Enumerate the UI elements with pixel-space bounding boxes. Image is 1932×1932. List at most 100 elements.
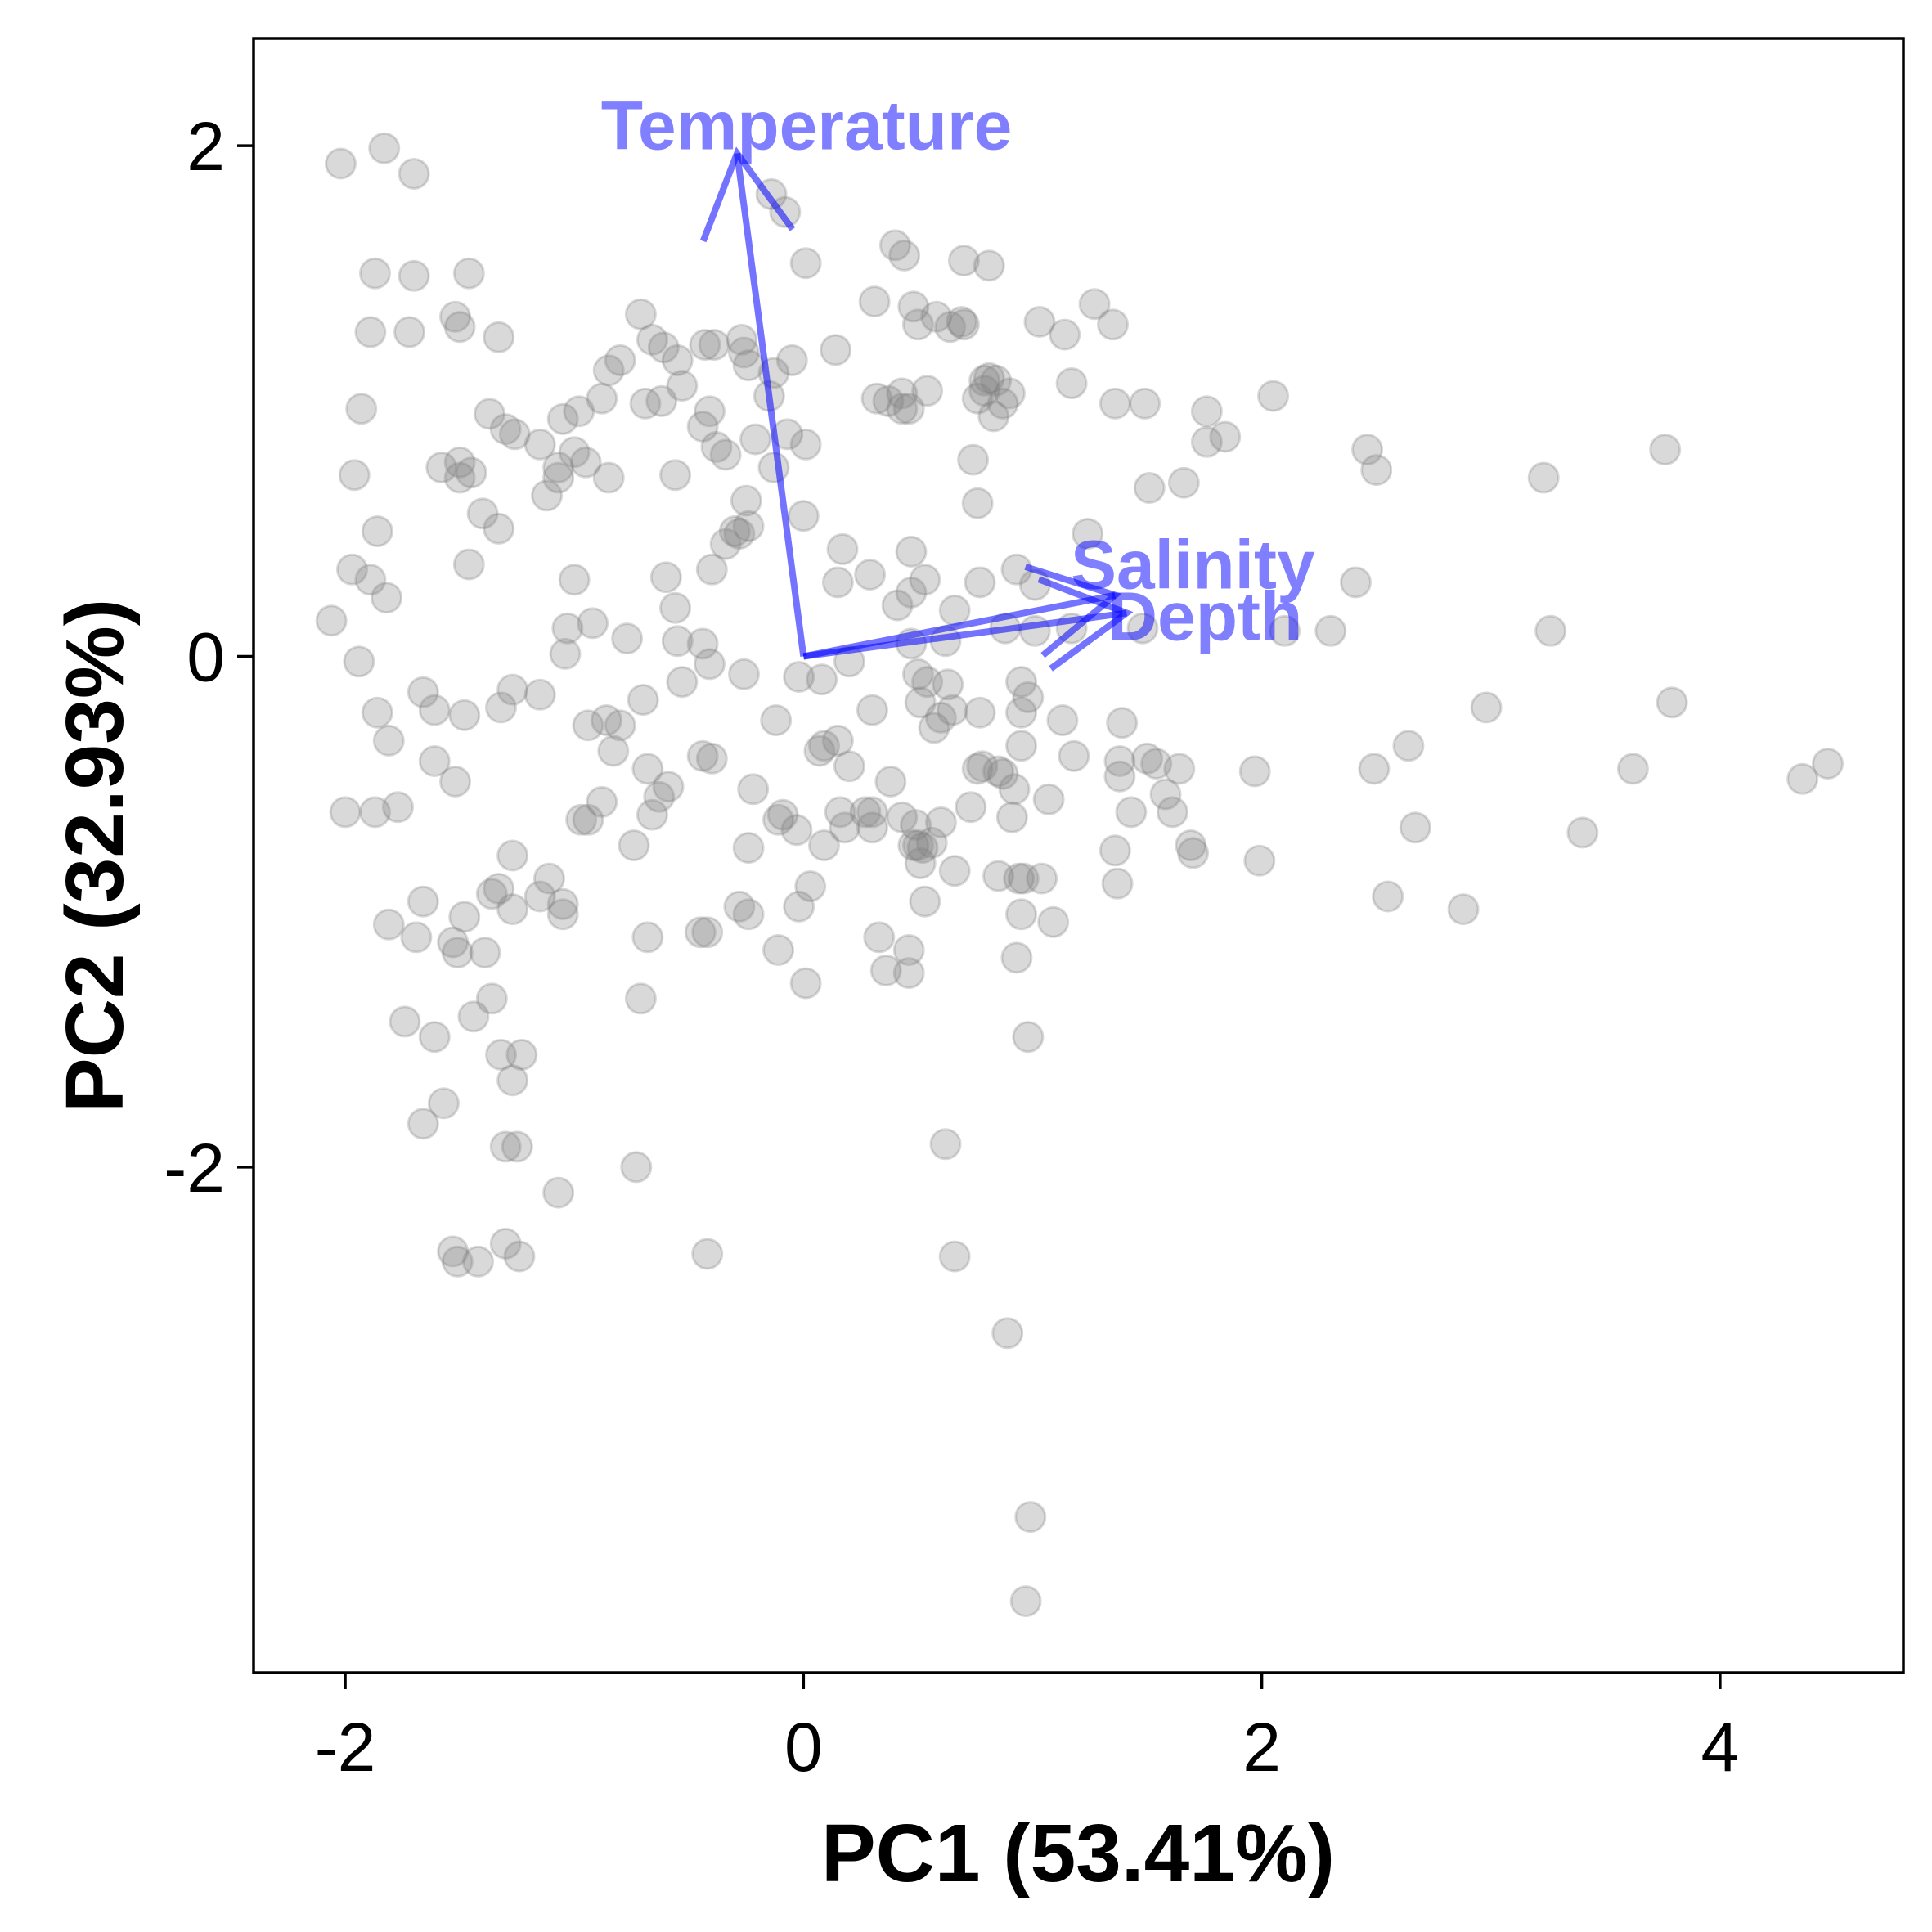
data-point — [780, 814, 813, 847]
data-point — [789, 247, 822, 280]
data-point — [901, 829, 934, 861]
data-point — [730, 484, 762, 517]
data-point — [808, 829, 840, 861]
data-point — [886, 377, 919, 410]
data-point — [1190, 425, 1223, 458]
data-point — [986, 757, 1019, 790]
data-point — [691, 916, 724, 949]
data-point — [649, 561, 682, 594]
data-point — [895, 576, 928, 609]
data-point — [569, 446, 602, 479]
data-point — [686, 739, 719, 772]
data-point — [980, 364, 1013, 397]
data-point — [577, 607, 609, 640]
data-point — [700, 431, 733, 463]
data-point — [803, 735, 836, 767]
data-point — [869, 955, 902, 986]
data-point — [354, 564, 387, 596]
data-point — [986, 387, 1019, 420]
data-point — [794, 870, 827, 902]
data-point — [820, 334, 852, 366]
data-point — [856, 694, 888, 726]
data-point — [1012, 681, 1045, 713]
data-point — [762, 803, 794, 836]
data-point — [1099, 834, 1131, 867]
data-point — [443, 446, 476, 479]
data-point — [1566, 816, 1599, 849]
data-point — [496, 839, 529, 872]
data-point — [1005, 666, 1037, 699]
data-point — [1005, 730, 1037, 762]
data-point — [398, 259, 430, 292]
arrow-head — [1024, 564, 1122, 658]
data-point — [586, 785, 618, 818]
data-point — [1140, 748, 1173, 780]
data-point — [728, 658, 760, 690]
data-point — [849, 796, 882, 829]
data-point — [474, 398, 505, 430]
data-point — [694, 648, 726, 681]
x-axis-title: PC1 (53.41%) — [821, 1808, 1335, 1899]
data-point — [631, 921, 664, 954]
data-point — [695, 553, 728, 586]
data-point — [1190, 395, 1223, 428]
data-point — [437, 1235, 470, 1268]
data-point — [345, 393, 378, 425]
data-point — [909, 564, 941, 596]
data-point — [329, 796, 362, 829]
data-point — [723, 890, 756, 923]
data-point — [620, 1151, 653, 1184]
data-point — [475, 878, 508, 910]
data-point — [863, 921, 896, 954]
data-point — [1103, 760, 1136, 793]
data-point — [501, 1130, 533, 1163]
data-point — [691, 1238, 724, 1270]
data-point — [961, 487, 994, 519]
data-point — [443, 311, 476, 344]
data-point — [698, 329, 730, 362]
data-point — [760, 704, 793, 736]
data-point — [1314, 614, 1347, 647]
data-point — [723, 518, 756, 550]
data-point — [359, 796, 391, 829]
data-point — [808, 730, 840, 762]
data-point — [1399, 811, 1431, 844]
data-point — [368, 132, 401, 164]
data-point — [1129, 387, 1161, 420]
data-point — [325, 147, 357, 180]
data-point — [924, 806, 957, 838]
data-point — [911, 375, 944, 407]
data-point — [1340, 566, 1372, 599]
data-point — [998, 773, 1031, 806]
data-point — [982, 755, 1014, 788]
data-point — [1103, 745, 1136, 777]
data-point — [789, 967, 822, 1000]
data-point — [1058, 739, 1090, 772]
data-point — [1115, 796, 1148, 829]
data-point — [441, 937, 474, 969]
data-point — [624, 982, 657, 1015]
data-point — [860, 382, 893, 415]
data-point — [806, 663, 838, 696]
data-point — [407, 676, 439, 708]
y-tick-label: 2 — [186, 108, 225, 185]
data-point — [1072, 518, 1104, 550]
data-point — [1616, 753, 1649, 785]
data-point — [643, 780, 676, 813]
data-point — [418, 745, 451, 777]
data-point — [1163, 753, 1196, 785]
data-point — [892, 957, 925, 990]
data-point — [686, 627, 719, 660]
data-point — [783, 661, 815, 693]
data-point — [973, 249, 1005, 282]
data-point — [695, 742, 728, 775]
data-point — [448, 901, 481, 933]
data-point — [485, 1039, 517, 1071]
data-point — [532, 862, 565, 895]
arrow-shaft — [802, 609, 1127, 660]
scatter-points — [315, 132, 1844, 1618]
data-point — [1649, 434, 1682, 466]
data-point — [874, 766, 907, 798]
data-point — [523, 678, 556, 711]
data-point — [994, 377, 1026, 410]
